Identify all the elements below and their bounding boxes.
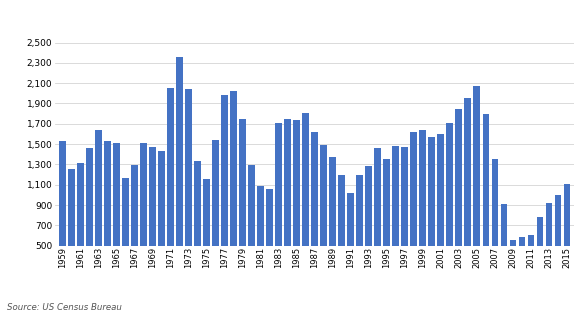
- Bar: [276, 123, 282, 296]
- Bar: [419, 130, 426, 296]
- Bar: [302, 113, 309, 296]
- Bar: [320, 145, 327, 296]
- Bar: [257, 186, 264, 296]
- Bar: [491, 159, 498, 296]
- Bar: [329, 157, 336, 296]
- Bar: [131, 165, 138, 296]
- Bar: [59, 141, 66, 296]
- Bar: [510, 240, 516, 296]
- Bar: [338, 175, 345, 296]
- Bar: [167, 88, 174, 296]
- Bar: [501, 204, 508, 296]
- Bar: [465, 98, 471, 296]
- Bar: [230, 91, 237, 296]
- Bar: [564, 184, 570, 296]
- Bar: [176, 57, 183, 296]
- Bar: [528, 235, 534, 296]
- Bar: [374, 148, 381, 296]
- Text: Source: US Census Bureau: Source: US Census Bureau: [7, 303, 122, 312]
- Bar: [266, 189, 273, 296]
- Bar: [383, 159, 390, 296]
- Bar: [347, 193, 354, 296]
- Bar: [401, 147, 408, 296]
- Bar: [447, 123, 453, 296]
- Bar: [248, 165, 255, 296]
- Bar: [455, 109, 462, 296]
- Text: New US Home Starts (000s) Significantly Below Historical Average Highlighting Po: New US Home Starts (000s) Significantly …: [7, 15, 527, 24]
- Bar: [311, 132, 318, 296]
- Bar: [429, 137, 435, 296]
- Bar: [519, 237, 525, 296]
- Bar: [194, 161, 201, 296]
- Bar: [483, 113, 490, 296]
- Bar: [104, 141, 111, 296]
- Bar: [554, 195, 561, 296]
- Bar: [365, 166, 372, 296]
- Bar: [284, 119, 291, 296]
- Bar: [437, 134, 444, 296]
- Bar: [185, 89, 192, 296]
- Bar: [536, 217, 543, 296]
- Bar: [68, 169, 75, 296]
- Bar: [158, 151, 165, 296]
- Bar: [239, 119, 246, 296]
- Bar: [203, 179, 210, 296]
- Bar: [212, 140, 219, 296]
- Bar: [77, 163, 84, 296]
- Bar: [473, 86, 480, 296]
- Bar: [149, 147, 156, 296]
- Bar: [221, 94, 228, 296]
- Bar: [411, 132, 417, 296]
- Bar: [140, 143, 147, 296]
- Bar: [546, 203, 552, 296]
- Bar: [393, 146, 399, 296]
- Bar: [356, 175, 363, 296]
- Bar: [113, 143, 119, 296]
- Bar: [293, 119, 300, 296]
- Bar: [86, 148, 93, 296]
- Bar: [122, 178, 129, 296]
- Bar: [95, 130, 102, 296]
